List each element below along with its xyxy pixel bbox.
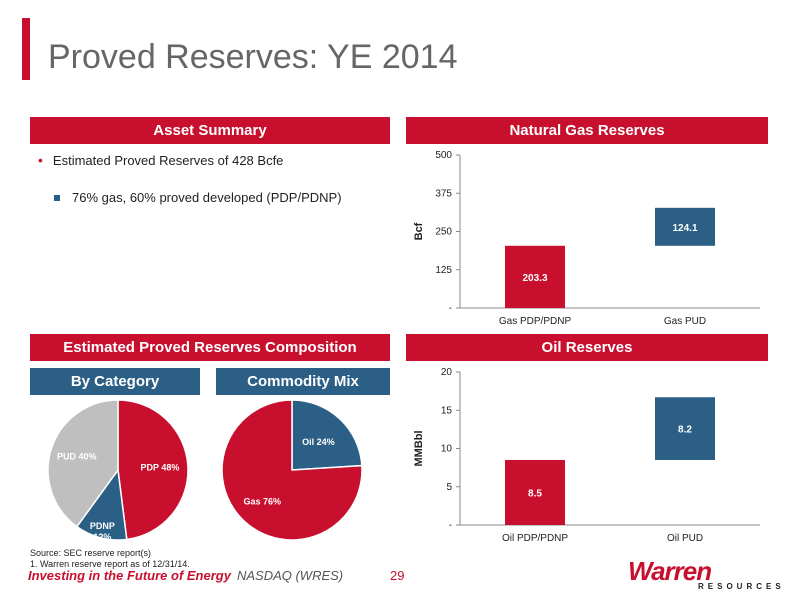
- by-category-label: By Category: [30, 368, 200, 395]
- gas-bar: [655, 207, 715, 246]
- page-number: 29: [390, 568, 405, 583]
- oil-y-tick-label: 10: [441, 444, 453, 455]
- commodity-slice-label: Gas 76%: [244, 497, 282, 507]
- oil-bar: [505, 459, 565, 525]
- bullet-mix: 76% gas, 60% proved developed (PDP/PDNP): [54, 190, 342, 205]
- oil-bar: [655, 397, 715, 460]
- bullet-dot-icon: •: [38, 152, 43, 168]
- oil-reserves-chart: - 5 10 15 20 MMBbl 8.5 Oil PDP/PDNP 8.2 Oil PUD: [413, 367, 760, 544]
- oil-y-tick-label: 20: [441, 367, 453, 378]
- logo-subtitle: RESOURCES: [698, 582, 785, 591]
- commodity-slice: [291, 399, 363, 471]
- title-accent-bar: [22, 18, 30, 80]
- gas-y-tick-label: -: [449, 303, 452, 314]
- oil-y-tick-label: 15: [441, 405, 453, 416]
- bullet-square-icon: [54, 194, 60, 201]
- gas-y-tick-label: 500: [435, 150, 452, 161]
- commodity-slice: [221, 399, 363, 541]
- gas-category-label: Gas PDP/PDNP: [499, 316, 572, 327]
- category-slice: [117, 399, 189, 541]
- commodity-slice-label: Oil 24%: [302, 437, 335, 447]
- asset-summary-heading: Asset Summary: [30, 117, 390, 144]
- bullet-mix-text: 76% gas, 60% proved developed (PDP/PDNP): [72, 190, 342, 205]
- gas-category-label: Gas PUD: [664, 316, 706, 327]
- tagline-text: Investing in the Future of Energy: [28, 568, 231, 583]
- gas-y-tick-label: 250: [435, 227, 452, 238]
- commodity-mix-label: Commodity Mix: [216, 368, 390, 395]
- oil-category-label: Oil PDP/PDNP: [502, 533, 568, 544]
- ticker-text: NASDAQ (WRES): [236, 568, 344, 583]
- gas-y-tick-label: 125: [435, 265, 452, 276]
- oil-y-tick-label: -: [449, 520, 452, 531]
- gas-y-tick-label: 375: [435, 188, 452, 199]
- source-line-1: Source: SEC reserve report(s): [30, 548, 152, 558]
- logo-wordmark: Warren: [628, 556, 712, 586]
- oil-y-axis-label: MMBbl: [413, 430, 425, 466]
- bullet-reserves-text: Estimated Proved Reserves of 428 Bcfe: [52, 153, 284, 168]
- oil-y-tick-label: 5: [446, 482, 452, 493]
- category-slice-label: PUD 40%: [57, 452, 97, 462]
- oil-bar-value-label: 8.5: [528, 488, 542, 499]
- warren-logo: Warren RESOURCES: [628, 556, 788, 592]
- commodity-mix-pie: Oil 24% Gas 76%: [221, 399, 363, 541]
- oil-category-label: Oil PUD: [667, 533, 703, 544]
- category-slice-label: PDP 48%: [140, 462, 179, 472]
- oil-bar-value-label: 8.2: [678, 425, 692, 436]
- source-note: Source: SEC reserve report(s) 1. Warren …: [30, 548, 190, 570]
- natural-gas-heading: Natural Gas Reserves: [406, 117, 768, 144]
- category-slice-label: 12%: [93, 532, 111, 542]
- oil-reserves-heading: Oil Reserves: [406, 334, 768, 361]
- footer-tagline: Investing in the Future of Energy NASDAQ …: [28, 568, 343, 583]
- bullet-reserves: • Estimated Proved Reserves of 428 Bcfe: [38, 152, 283, 168]
- source-line-2: 1. Warren reserve report as of 12/31/14.: [30, 559, 190, 569]
- gas-bar-value-label: 124.1: [672, 223, 697, 234]
- composition-heading: Estimated Proved Reserves Composition: [30, 334, 390, 361]
- gas-bar-value-label: 203.3: [522, 273, 547, 284]
- gas-y-axis-label: Bcf: [413, 222, 425, 240]
- category-slice-label: PDNP: [90, 521, 115, 531]
- page-title: Proved Reserves: YE 2014: [48, 38, 458, 76]
- gas-bar: [505, 245, 565, 308]
- gas-reserves-chart: - 125 250 375 500 Bcf 203.3 Gas PDP/PDNP 124.1 Ga…: [413, 150, 760, 327]
- category-slice: [47, 399, 119, 528]
